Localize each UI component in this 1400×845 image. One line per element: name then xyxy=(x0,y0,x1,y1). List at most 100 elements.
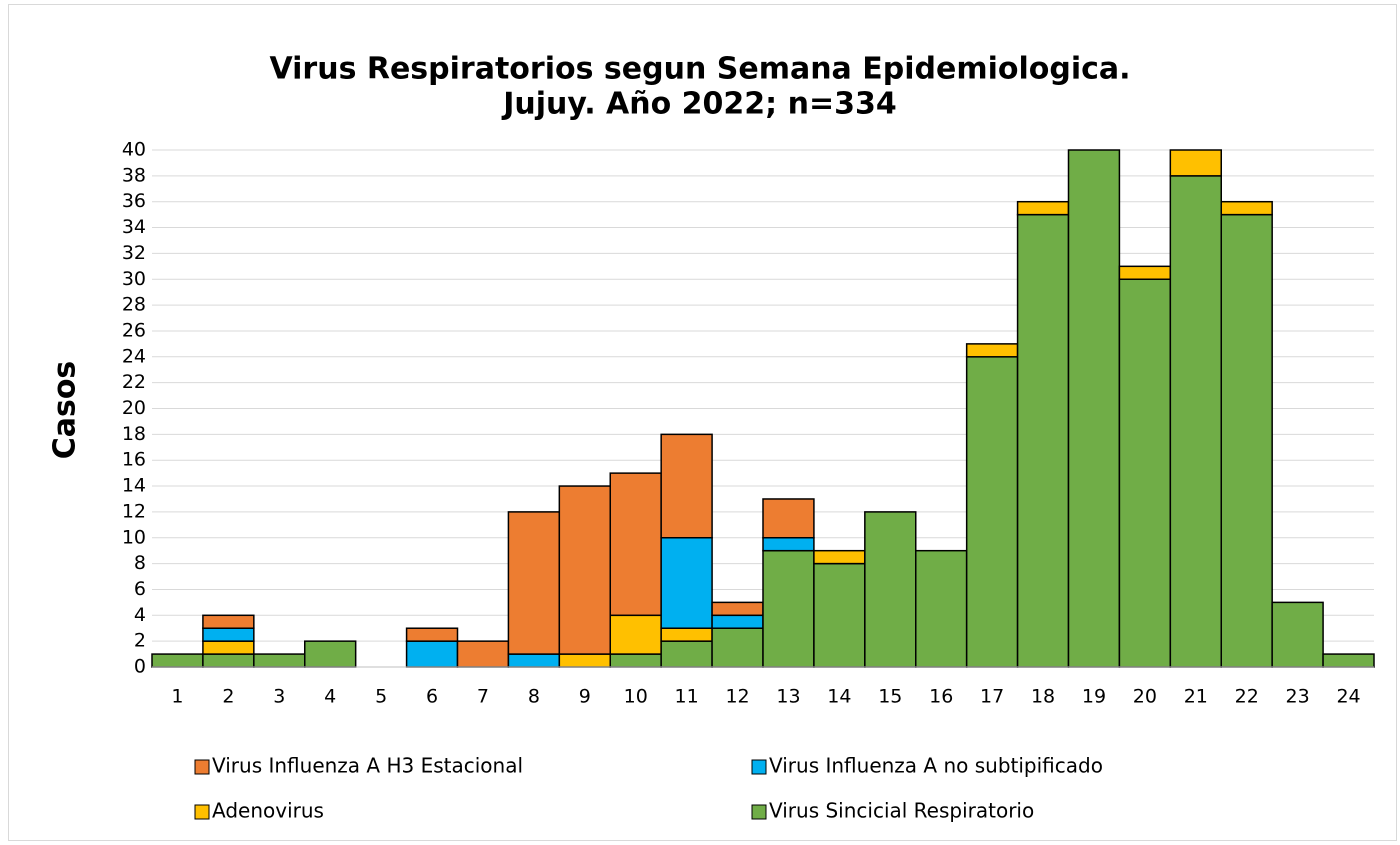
y-tick-label: 2 xyxy=(134,630,146,652)
bar-segment xyxy=(1169,175,1223,668)
bar-segment xyxy=(1271,601,1324,668)
y-tick-label: 12 xyxy=(122,500,146,522)
bar-segment xyxy=(202,640,255,655)
x-tick-label: 23 xyxy=(1286,686,1310,708)
x-tick-label: 9 xyxy=(579,686,591,708)
x-tick-label: 15 xyxy=(878,686,902,708)
y-tick-label: 20 xyxy=(122,397,146,419)
bar-segment xyxy=(609,614,662,655)
bar-segment xyxy=(1220,213,1273,668)
y-tick-label: 34 xyxy=(122,216,146,238)
chart-title: Virus Respiratorios segun Semana Epidemi… xyxy=(269,52,1130,87)
legend-swatch xyxy=(194,759,210,775)
bar-segment xyxy=(507,511,561,655)
bar-segment xyxy=(965,356,1019,668)
y-tick-label: 36 xyxy=(122,190,146,212)
x-tick-label: 10 xyxy=(624,686,648,708)
x-tick-label: 11 xyxy=(675,686,699,708)
bar-segment xyxy=(1016,213,1070,668)
legend-label: Virus Influenza A no subtipificado xyxy=(769,754,1103,778)
bar-segment xyxy=(660,627,713,642)
y-tick-label: 10 xyxy=(122,526,146,548)
bar-segment xyxy=(558,485,611,655)
bar-segment xyxy=(1067,149,1121,668)
bar-segment xyxy=(1118,278,1172,668)
y-tick-label: 40 xyxy=(122,139,146,161)
bar-segment xyxy=(609,472,662,617)
y-tick-label: 6 xyxy=(134,578,146,600)
bar-segment xyxy=(405,640,459,668)
y-tick-label: 14 xyxy=(122,475,146,497)
x-tick-label: 6 xyxy=(426,686,438,708)
bar-segment xyxy=(711,627,764,668)
bar-segment xyxy=(965,343,1019,358)
bar-segment xyxy=(762,549,815,668)
bar-segment xyxy=(864,511,917,668)
bar-segment xyxy=(1016,200,1070,216)
y-tick-label: 32 xyxy=(122,242,146,264)
x-tick-label: 20 xyxy=(1133,686,1157,708)
legend-swatch xyxy=(751,804,767,820)
bar-segment xyxy=(762,537,815,552)
x-tick-label: 14 xyxy=(827,686,851,708)
bar-segment xyxy=(304,640,357,668)
x-tick-label: 18 xyxy=(1031,686,1055,708)
y-tick-label: 22 xyxy=(122,371,146,393)
x-tick-label: 22 xyxy=(1235,686,1259,708)
x-tick-label: 17 xyxy=(980,686,1004,708)
y-tick-label: 38 xyxy=(122,164,146,186)
y-tick-label: 4 xyxy=(134,604,146,626)
legend-label: Virus Sincicial Respiratorio xyxy=(769,799,1034,823)
bar-segment xyxy=(711,601,764,617)
x-tick-label: 8 xyxy=(528,686,540,708)
y-tick-label: 24 xyxy=(122,345,146,367)
bar-segment xyxy=(660,433,713,539)
chart-subtitle: Jujuy. Año 2022; n=334 xyxy=(501,87,897,122)
bar-segment xyxy=(660,640,713,668)
y-axis-label: Casos xyxy=(48,361,83,460)
y-tick-label: 18 xyxy=(122,423,146,445)
x-tick-label: 1 xyxy=(171,686,183,708)
x-tick-label: 4 xyxy=(324,686,336,708)
y-tick-label: 16 xyxy=(122,449,146,471)
x-tick-label: 12 xyxy=(725,686,749,708)
x-tick-label: 5 xyxy=(375,686,387,708)
bar-segment xyxy=(1322,653,1375,668)
y-tick-label: 28 xyxy=(122,294,146,316)
x-tick-label: 19 xyxy=(1082,686,1106,708)
bar-segment xyxy=(1220,200,1273,216)
bar-segment xyxy=(1118,265,1172,281)
bar-segment xyxy=(253,653,306,668)
bar-segment xyxy=(202,653,255,668)
bar-segment xyxy=(202,627,255,642)
bar-segment xyxy=(507,653,561,668)
legend-swatch xyxy=(751,759,767,775)
bar-segment xyxy=(609,653,662,668)
bar-segment xyxy=(405,627,459,642)
x-tick-label: 13 xyxy=(776,686,800,708)
bar-segment xyxy=(762,498,815,539)
bar-segment xyxy=(151,653,204,668)
x-tick-label: 21 xyxy=(1184,686,1208,708)
x-tick-label: 24 xyxy=(1336,686,1360,708)
x-tick-label: 2 xyxy=(222,686,234,708)
x-tick-label: 3 xyxy=(273,686,285,708)
bar-segment xyxy=(558,653,611,668)
bar-segment xyxy=(915,549,968,668)
x-tick-label: 7 xyxy=(477,686,489,708)
bar-segment xyxy=(711,614,764,629)
y-tick-label: 30 xyxy=(122,268,146,290)
bar-segment xyxy=(813,562,866,668)
bar-segment xyxy=(456,640,510,668)
bar-segment xyxy=(813,549,866,565)
bar-segment xyxy=(1169,149,1223,177)
legend-label: Adenovirus xyxy=(212,799,324,823)
legend-label: Virus Influenza A H3 Estacional xyxy=(212,754,523,778)
y-tick-label: 26 xyxy=(122,319,146,341)
legend-swatch xyxy=(194,804,210,820)
x-tick-label: 16 xyxy=(929,686,953,708)
bar-segment xyxy=(202,614,255,629)
bar-segment xyxy=(660,537,713,629)
y-tick-label: 0 xyxy=(134,656,146,678)
